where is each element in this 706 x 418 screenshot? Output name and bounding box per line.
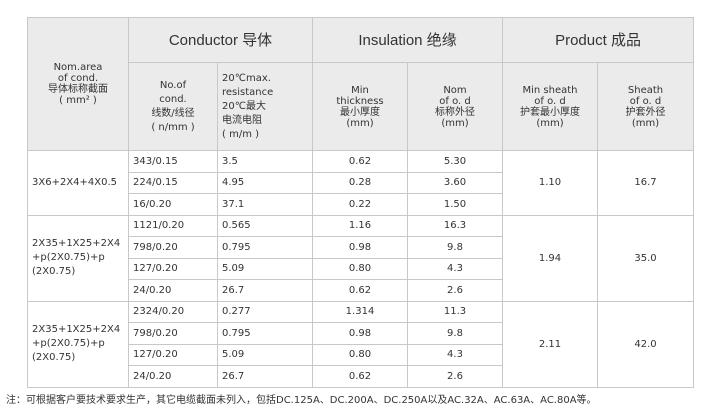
header-resistance: 20℃max. resistance 20℃最大 电流电阻 ( m/m ) [217, 62, 313, 151]
cell-sheath-od: 16.7 [597, 150, 695, 216]
cell-no-of-cond: 127/0.20 [128, 343, 218, 366]
cell-resistance: 0.565 [217, 214, 313, 237]
cell-no-of-cond: 224/0.15 [128, 171, 218, 194]
cell-resistance: 26.7 [217, 365, 313, 388]
header-conductor: Conductor 导体 [128, 17, 313, 63]
cell-min-sheath: 2.11 [502, 300, 599, 388]
cell-nom-od: 4.3 [406, 343, 504, 366]
header-no-of-cond: No.of cond. 线数/线径 ( n/mm ) [128, 62, 218, 151]
cell-no-of-cond: 127/0.20 [128, 257, 218, 280]
table-row: 2X35+1X25+2X4 +p(2X0.75)+p (2X0.75) 1121/… [27, 214, 695, 302]
table-row: 24/0.20 26.7 0.62 2.6 [28, 365, 694, 388]
header-min-thickness: Min thickness 最小厚度 (mm) [312, 62, 408, 151]
cell-nom-od: 2.6 [406, 279, 504, 302]
cell-area: 2X35+1X25+2X4 +p(2X0.75)+p (2X0.75) [27, 214, 129, 302]
cell-min-thickness: 0.28 [312, 171, 408, 194]
footnote: 注：可根据客户要技术要求生产，其它电缆截面未列入，包括DC.125A、DC.20… [6, 395, 597, 406]
cell-no-of-cond: 24/0.20 [128, 279, 218, 302]
header-insulation: Insulation 绝缘 [311, 17, 504, 63]
cell-resistance: 4.95 [217, 171, 313, 194]
cell-resistance: 3.5 [217, 150, 313, 173]
cell-no-of-cond: 343/0.15 [128, 150, 218, 173]
table-row: 798/0.20 0.795 0.98 9.8 [28, 236, 694, 259]
spec-table: Nom.area of cond. 导体标称截面 ( mm² ) Conduct… [27, 17, 695, 388]
cell-nom-od: 2.6 [406, 365, 504, 388]
table-row: 3X6+2X4+4X0.5 343/0.15 3.5 0.62 5.30 1.10 16.7 [27, 150, 695, 216]
cell-resistance: 0.795 [217, 236, 313, 259]
cell-no-of-cond: 1121/0.20 [128, 214, 218, 237]
cell-resistance: 37.1 [217, 193, 313, 216]
cell-resistance: 5.09 [217, 257, 313, 280]
cell-min-sheath: 1.10 [502, 150, 599, 216]
cell-resistance: 0.277 [217, 300, 313, 323]
header-nom-od: Nom of o. d 标称外径 (mm) [406, 62, 504, 151]
cell-resistance: 0.795 [217, 322, 313, 345]
cell-no-of-cond: 798/0.20 [128, 236, 218, 259]
cell-area: 3X6+2X4+4X0.5 [27, 150, 129, 216]
cell-min-thickness: 0.98 [312, 322, 408, 345]
cell-min-thickness: 0.62 [312, 365, 408, 388]
cell-sheath-od: 35.0 [597, 214, 695, 302]
cell-min-thickness: 0.62 [312, 150, 408, 173]
cell-sheath-od: 42.0 [597, 300, 695, 388]
cell-area: 2X35+1X25+2X4 +p(2X0.75)+p (2X0.75) [27, 300, 129, 388]
header-nom-area: Nom.area of cond. 导体标称截面 ( mm² ) [27, 17, 129, 151]
cell-min-thickness: 0.22 [312, 193, 408, 216]
cell-nom-od: 1.50 [406, 193, 504, 216]
cell-nom-od: 9.8 [406, 322, 504, 345]
cell-no-of-cond: 16/0.20 [128, 193, 218, 216]
cell-min-thickness: 0.80 [312, 257, 408, 280]
table-row: 24/0.20 26.7 0.62 2.6 [28, 279, 694, 302]
header-min-sheath: Min sheath of o. d 护套最小厚度 (mm) [502, 62, 599, 151]
cell-nom-od: 5.30 [406, 150, 504, 173]
cell-min-thickness: 1.16 [312, 214, 408, 237]
header-sheath-od: Sheath of o. d 护套外径 (mm) [597, 62, 695, 151]
cell-nom-od: 11.3 [406, 300, 504, 323]
cell-resistance: 26.7 [217, 279, 313, 302]
table-row: 798/0.20 0.795 0.98 9.8 [28, 322, 694, 345]
cell-no-of-cond: 798/0.20 [128, 322, 218, 345]
cell-min-thickness: 0.98 [312, 236, 408, 259]
cell-min-thickness: 0.62 [312, 279, 408, 302]
cell-no-of-cond: 2324/0.20 [128, 300, 218, 323]
cell-nom-od: 16.3 [406, 214, 504, 237]
cell-nom-od: 9.8 [406, 236, 504, 259]
cell-min-sheath: 1.94 [502, 214, 599, 302]
table-row: 2X35+1X25+2X4 +p(2X0.75)+p (2X0.75) 2324/… [27, 300, 695, 388]
table-row: 224/0.15 4.95 0.28 3.60 [28, 171, 694, 194]
cell-resistance: 5.09 [217, 343, 313, 366]
cell-min-thickness: 0.80 [312, 343, 408, 366]
cell-min-thickness: 1.314 [312, 300, 408, 323]
header-product: Product 成品 [502, 17, 695, 63]
cell-no-of-cond: 24/0.20 [128, 365, 218, 388]
cell-nom-od: 4.3 [406, 257, 504, 280]
cell-nom-od: 3.60 [406, 171, 504, 194]
